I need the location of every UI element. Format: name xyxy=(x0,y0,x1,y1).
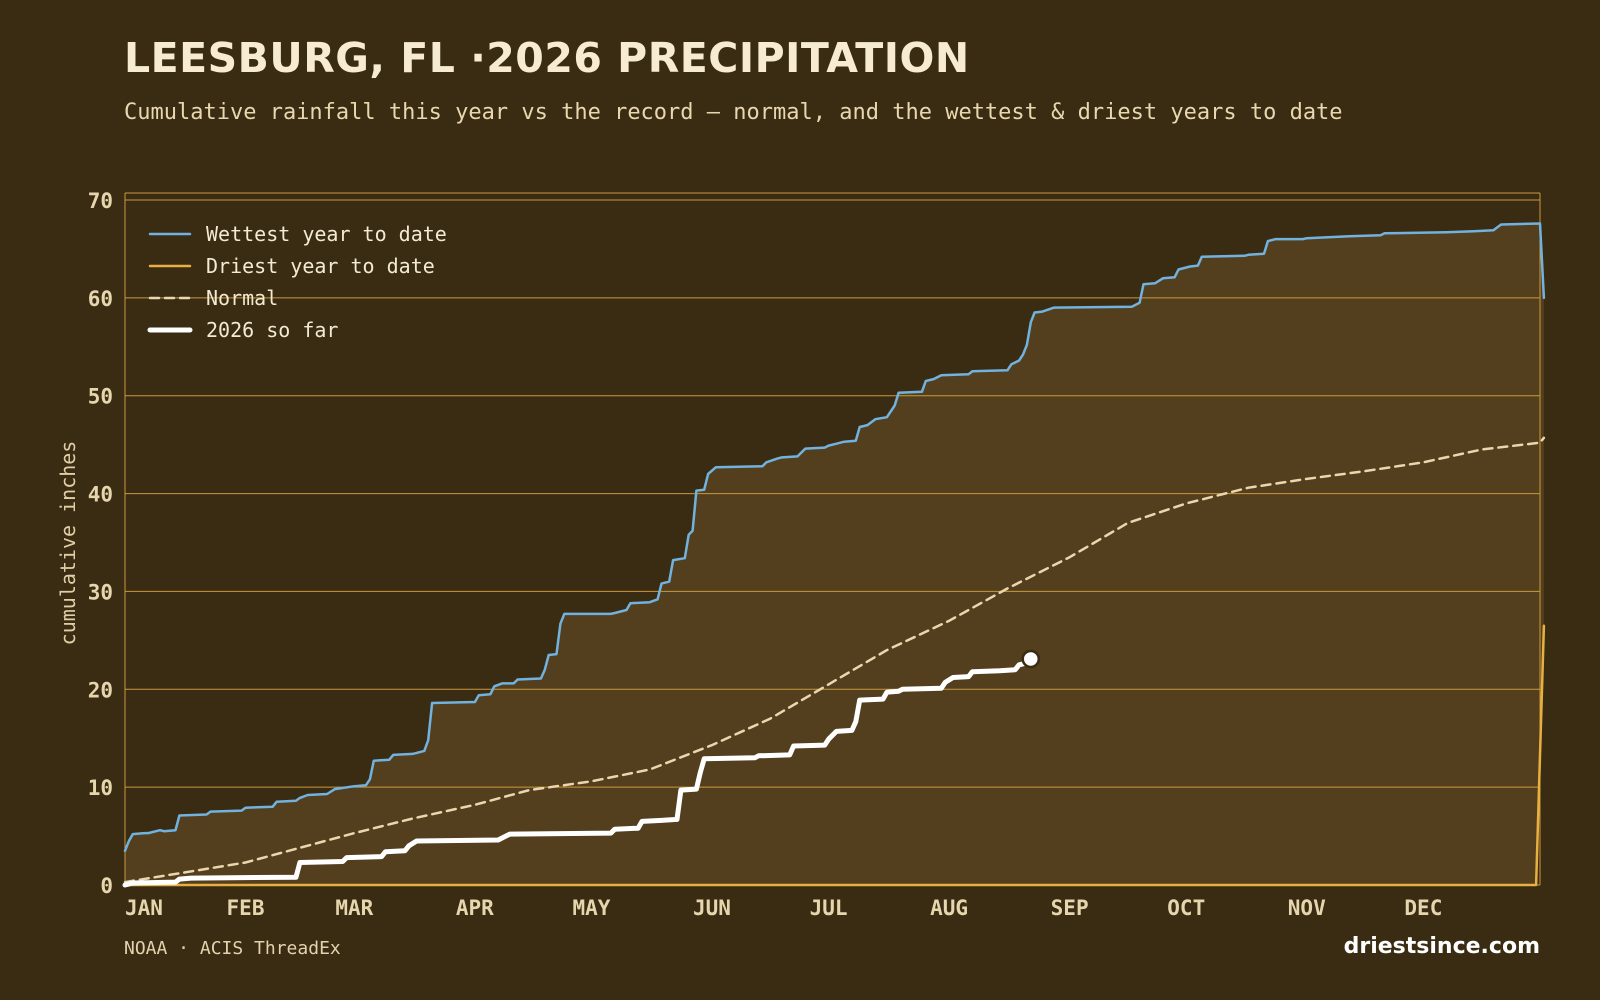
y-axis-label: cumulative inches xyxy=(56,441,80,646)
x-tick-label-apr: APR xyxy=(456,896,494,920)
x-tick-label-nov: NOV xyxy=(1288,896,1326,920)
page-subtitle: Cumulative rainfall this year vs the rec… xyxy=(124,100,1343,125)
y-tick-label: 50 xyxy=(88,385,113,409)
series-line-driest-year-to-date xyxy=(123,624,1546,887)
legend-label-0: Wettest year to date xyxy=(206,222,447,246)
current-year-end-marker xyxy=(1021,649,1041,669)
x-tick-label-jan: JAN xyxy=(125,896,163,920)
x-tick-label-may: MAY xyxy=(573,896,611,920)
series-line-normal xyxy=(123,436,1546,884)
y-tick-label: 60 xyxy=(88,287,113,311)
legend-label-3: 2026 so far xyxy=(206,318,338,342)
record-range-band xyxy=(125,223,1544,885)
y-tick-label: 30 xyxy=(88,580,113,604)
series-line-wettest-year-to-date xyxy=(123,222,1546,853)
y-tick-label: 40 xyxy=(88,483,113,507)
y-tick-label: 10 xyxy=(88,776,113,800)
x-tick-label-jul: JUL xyxy=(810,896,848,920)
y-tick-label: 0 xyxy=(100,874,113,898)
x-tick-label-sep: SEP xyxy=(1051,896,1089,920)
y-tick-label: 20 xyxy=(88,678,113,702)
data-source: NOAA · ACIS ThreadEx xyxy=(124,938,341,959)
x-tick-label-oct: OCT xyxy=(1167,896,1205,920)
legend-label-2: Normal xyxy=(206,286,278,310)
x-tick-label-aug: AUG xyxy=(930,896,968,920)
legend-label-1: Driest year to date xyxy=(206,254,435,278)
x-tick-label-feb: FEB xyxy=(227,896,265,920)
x-tick-label-mar: MAR xyxy=(335,896,373,920)
page-title: LEESBURG, FL ·2026 PRECIPITATION xyxy=(124,34,970,82)
site-brand: driestsince.com xyxy=(1343,934,1540,959)
y-tick-label: 70 xyxy=(88,189,113,213)
x-tick-label-dec: DEC xyxy=(1404,896,1442,920)
x-tick-label-jun: JUN xyxy=(693,896,731,920)
series-line-2026-so-far xyxy=(122,656,1034,888)
